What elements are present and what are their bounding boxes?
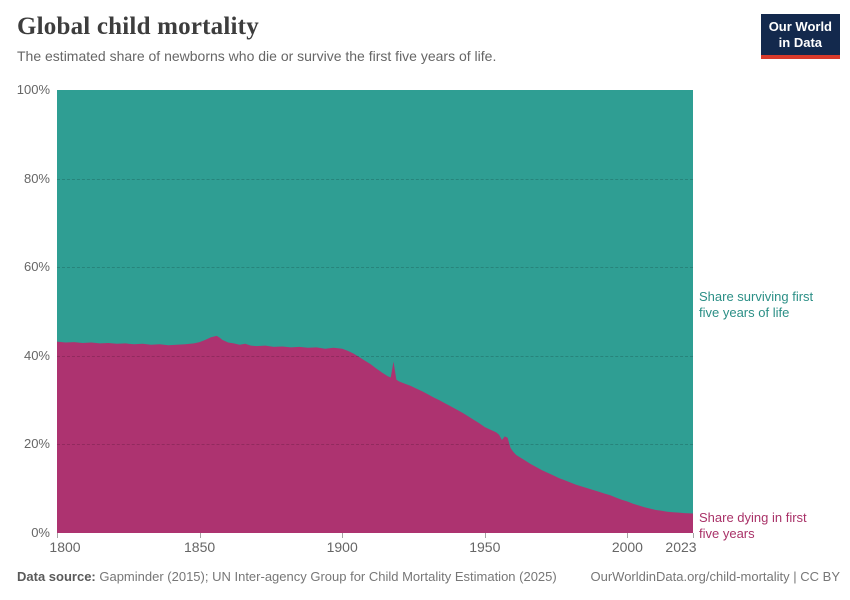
- y-axis-label-40: 40%: [23, 347, 50, 363]
- chart-header: Global child mortality The estimated sha…: [17, 13, 496, 64]
- chart-footer: Data source: Gapminder (2015); UN Inter-…: [17, 569, 840, 584]
- x-axis-label-1850: 1850: [184, 539, 216, 555]
- y-axis-label-100: 100%: [16, 82, 50, 97]
- series-label-dying: Share dying in first five years: [699, 510, 807, 541]
- x-axis-tick-1950: [484, 533, 486, 538]
- area-series-dying[interactable]: [57, 335, 693, 533]
- stacked-area-chart[interactable]: [57, 90, 693, 533]
- data-source-label: Data source:: [17, 569, 96, 584]
- x-axis-tick-1900: [342, 533, 344, 538]
- x-axis-label-1800: 1800: [49, 539, 81, 555]
- chart-subtitle: The estimated share of newborns who die …: [17, 48, 497, 64]
- x-axis-label-2023: 2023: [665, 539, 697, 555]
- owid-logo-line2: in Data: [778, 35, 823, 51]
- y-axis-label-60: 60%: [23, 259, 50, 275]
- page-title: Global child mortality: [17, 13, 259, 40]
- x-axis-label-1950: 1950: [469, 539, 501, 555]
- data-source-text: Gapminder (2015); UN Inter-agency Group …: [95, 569, 557, 584]
- plot-area[interactable]: [57, 90, 693, 533]
- y-axis-label-0: 0%: [31, 525, 50, 540]
- owid-url-link[interactable]: OurWorldinData.org/child-mortality | CC …: [590, 569, 841, 584]
- x-axis-tick-2000: [627, 533, 629, 538]
- x-axis-tick-1800: [57, 533, 58, 538]
- owid-logo-line1: Our World: [768, 19, 832, 34]
- x-axis-label-1900: 1900: [326, 539, 358, 555]
- data-source-note[interactable]: Data source: Gapminder (2015); UN Inter-…: [17, 569, 557, 584]
- owid-logo[interactable]: Our World in Data: [760, 14, 840, 59]
- y-axis-label-80: 80%: [23, 170, 50, 186]
- series-label-surviving: Share surviving first five years of life: [699, 289, 814, 320]
- x-axis-tick-2023: [693, 533, 694, 538]
- y-axis-label-20: 20%: [23, 436, 50, 452]
- x-axis-label-2000: 2000: [611, 539, 643, 555]
- x-axis-tick-1850: [199, 533, 201, 538]
